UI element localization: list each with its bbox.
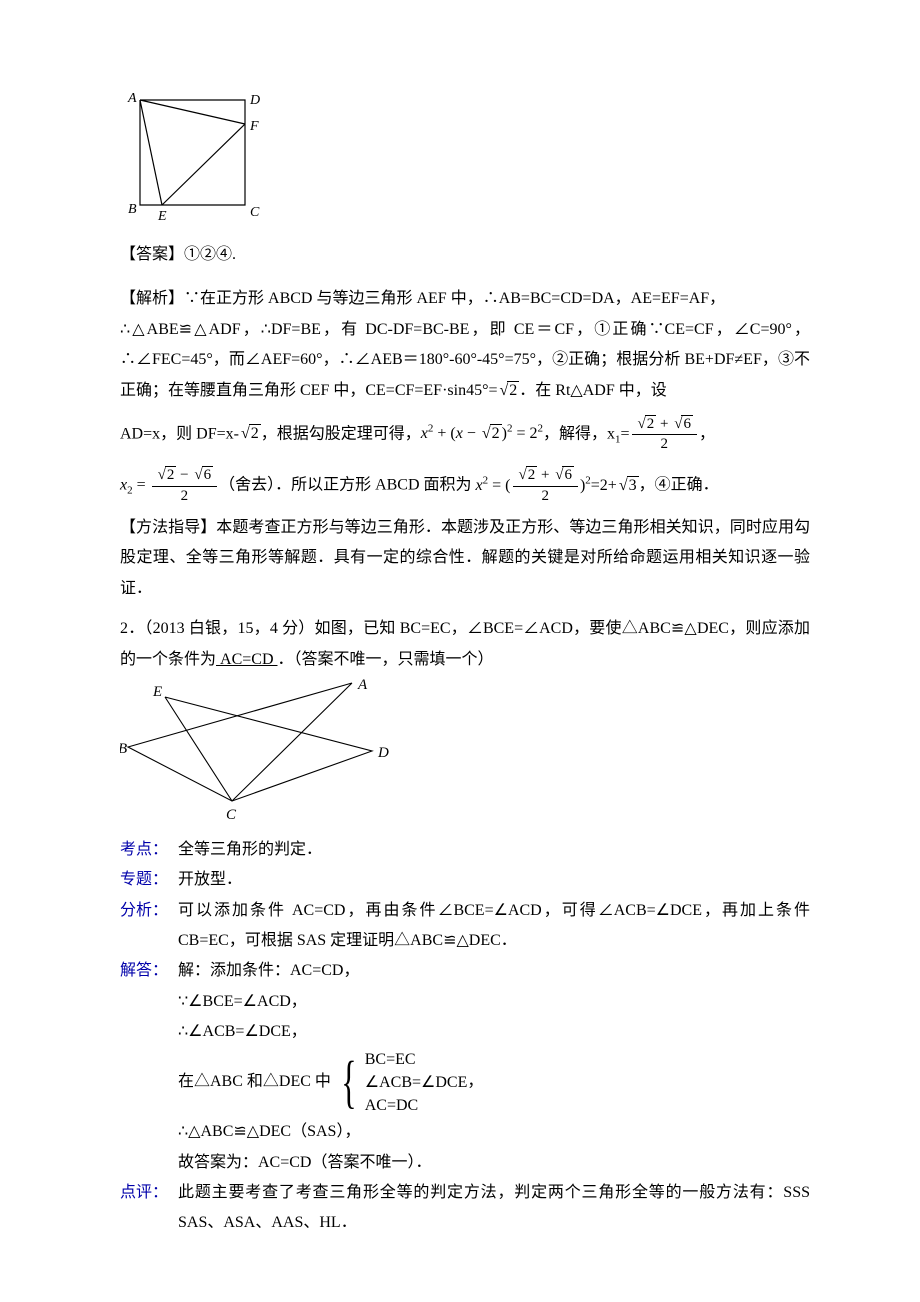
frac3: 2 + 62 bbox=[513, 467, 578, 505]
fenxi-label: 分析： bbox=[120, 896, 178, 957]
svg-text:A: A bbox=[357, 677, 368, 693]
brace-tail: ， bbox=[467, 1067, 483, 1097]
brace-lines: BC=EC ∠ACB=∠DCE AC=DC bbox=[365, 1048, 468, 1118]
page-root: A D B C E F 【答案】①②④. 【解析】∵在正方形 ABCD 与等边三… bbox=[0, 0, 920, 1299]
analysis-p3c: ，解得，x bbox=[543, 425, 615, 442]
dianping-row: 点评： 此题主要考查了考查三角形全等的判定方法，判定两个三角形全等的一般方法有：… bbox=[120, 1178, 810, 1239]
analysis-p3a: AD=x，则 DF=x- bbox=[120, 425, 239, 442]
frac3-den: 2 bbox=[537, 487, 553, 505]
svg-text:E: E bbox=[157, 209, 167, 224]
q2-stem: 2．（2013 白银，15，4 分）如图，已知 BC=EC，∠BCE=∠ACD，… bbox=[120, 614, 810, 675]
svg-text:A: A bbox=[127, 91, 137, 106]
sqrt2-b: 2 bbox=[239, 419, 261, 449]
figure-square-aef: A D B C E F bbox=[120, 90, 810, 230]
jieda-l6: 故答案为：AC=CD（答案不唯一）． bbox=[178, 1148, 810, 1178]
svg-text:F: F bbox=[249, 119, 259, 134]
analysis-p4-tail: ，④正确． bbox=[639, 477, 719, 494]
analysis-p3b: ，根据勾股定理可得， bbox=[261, 425, 421, 442]
analysis-eq2b: )2=2+ bbox=[580, 477, 617, 494]
dianping-label: 点评： bbox=[120, 1178, 178, 1239]
brace-line-2: ∠ACB=∠DCE bbox=[365, 1071, 468, 1094]
analysis-eq1: x2 + (x − 2)2 = 22 bbox=[421, 425, 543, 442]
jieda-brace-left: 在△ABC 和△DEC 中 bbox=[178, 1067, 331, 1097]
frac2-den: 2 bbox=[177, 487, 193, 505]
frac1-den: 2 bbox=[657, 435, 673, 453]
analysis-eq2: x2 = ( bbox=[476, 477, 511, 494]
fenxi-body: 可以添加条件 AC=CD，再由条件∠BCE=∠ACD，可得∠ACB=∠DCE，再… bbox=[178, 896, 810, 957]
jieda-l1: 解：添加条件：AC=CD， bbox=[178, 956, 810, 986]
frac2-num: 2 − 6 bbox=[152, 467, 217, 486]
sqrt2-a: 2 bbox=[498, 376, 520, 406]
analysis-p3: AD=x，则 DF=x-2，根据勾股定理可得，x2 + (x − 2)2 = 2… bbox=[120, 416, 810, 454]
svg-text:D: D bbox=[377, 745, 389, 761]
sqrt3: 3 bbox=[617, 471, 639, 501]
zhuanti-row: 专题： 开放型． bbox=[120, 865, 810, 895]
q2-blank: AC=CD bbox=[216, 651, 277, 668]
frac2: 2 − 62 bbox=[152, 467, 217, 505]
analysis-p2-tail: ．在 Rt△ADF 中，设 bbox=[519, 382, 666, 399]
figure-two-triangles: E A B D C bbox=[120, 675, 810, 825]
brace-line-1: BC=EC bbox=[365, 1048, 468, 1071]
jieda-l3: ∴∠ACB=∠DCE， bbox=[178, 1017, 810, 1047]
svg-text:D: D bbox=[249, 93, 260, 108]
analysis-heading: 【解析】 bbox=[120, 290, 184, 307]
analysis-p1a: ∵在正方形 ABCD 与等边三角形 AEF 中，∴AB=BC=CD=DA，AE=… bbox=[184, 290, 725, 307]
frac1-num: 2 + 6 bbox=[632, 416, 697, 435]
zhuanti-body: 开放型． bbox=[178, 865, 810, 895]
kaodian-row: 考点： 全等三角形的判定． bbox=[120, 835, 810, 865]
frac3-num: 2 + 6 bbox=[513, 467, 578, 486]
analysis-p3c2: = bbox=[621, 425, 630, 442]
jieda-brace-row: 在△ABC 和△DEC 中 { BC=EC ∠ACB=∠DCE AC=DC ， bbox=[178, 1048, 810, 1118]
svg-text:C: C bbox=[250, 205, 260, 220]
analysis-p1: 【解析】∵在正方形 ABCD 与等边三角形 AEF 中，∴AB=BC=CD=DA… bbox=[120, 284, 810, 314]
svg-text:B: B bbox=[128, 202, 137, 217]
analysis-p2-body: ∴△ABE≌△ADF，∴DF=BE，有 DC-DF=BC-BE，即 CE＝CF，… bbox=[120, 321, 810, 399]
method-para: 【方法指导】本题考查正方形与等边三角形．本题涉及正方形、等边三角形相关知识，同时… bbox=[120, 513, 810, 604]
answer-prefix: 【答案】 bbox=[120, 246, 184, 263]
spacer bbox=[120, 270, 810, 284]
figure1-svg: A D B C E F bbox=[120, 90, 270, 230]
method-heading: 【方法指导】 bbox=[120, 519, 216, 536]
analysis-p3-tail: ， bbox=[699, 425, 715, 442]
fenxi-row: 分析： 可以添加条件 AC=CD，再由条件∠BCE=∠ACD，可得∠ACB=∠D… bbox=[120, 896, 810, 957]
svg-text:B: B bbox=[120, 741, 127, 757]
q2-stem-b: ．（答案不唯一，只需填一个） bbox=[278, 651, 494, 668]
left-brace-icon: { bbox=[341, 1053, 356, 1111]
figure2-svg: E A B D C bbox=[120, 675, 400, 825]
kaodian-body: 全等三角形的判定． bbox=[178, 835, 810, 865]
jieda-row: 解答： 解：添加条件：AC=CD， ∵∠BCE=∠ACD， ∴∠ACB=∠DCE… bbox=[120, 956, 810, 1178]
analysis-p4: x2 = 2 − 62（舍去）．所以正方形 ABCD 面积为 x2 = (2 +… bbox=[120, 467, 810, 505]
answer-line: 【答案】①②④. bbox=[120, 240, 810, 270]
svg-text:C: C bbox=[226, 807, 237, 823]
analysis-p4b: （舍去）．所以正方形 ABCD 面积为 bbox=[219, 477, 475, 494]
analysis-p4a2: = bbox=[133, 477, 150, 494]
svg-text:E: E bbox=[152, 684, 162, 700]
jieda-l2: ∵∠BCE=∠ACD， bbox=[178, 987, 810, 1017]
dianping-body: 此题主要考查了考查三角形全等的判定方法，判定两个三角形全等的一般方法有：SSS … bbox=[178, 1178, 810, 1239]
zhuanti-label: 专题： bbox=[120, 865, 178, 895]
analysis-p2: ∴△ABE≌△ADF，∴DF=BE，有 DC-DF=BC-BE，即 CE＝CF，… bbox=[120, 315, 810, 406]
frac1: 2 + 62 bbox=[632, 416, 697, 454]
jieda-l5: ∴△ABC≌△DEC（SAS）， bbox=[178, 1117, 810, 1147]
method-body: 本题考查正方形与等边三角形．本题涉及正方形、等边三角形相关知识，同时应用勾股定理… bbox=[120, 519, 810, 597]
jieda-label: 解答： bbox=[120, 956, 178, 1178]
answer-value: ①②④. bbox=[184, 246, 236, 263]
jieda-body: 解：添加条件：AC=CD， ∵∠BCE=∠ACD， ∴∠ACB=∠DCE， 在△… bbox=[178, 956, 810, 1178]
kaodian-label: 考点： bbox=[120, 835, 178, 865]
brace-line-3: AC=DC bbox=[365, 1094, 468, 1117]
